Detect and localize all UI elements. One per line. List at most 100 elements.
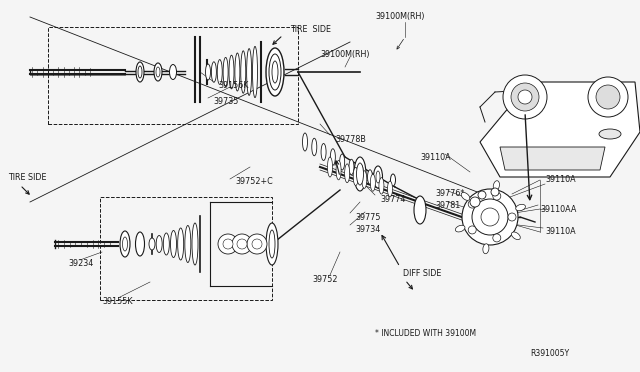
Ellipse shape bbox=[211, 62, 216, 82]
Ellipse shape bbox=[356, 163, 364, 185]
Circle shape bbox=[462, 189, 518, 245]
Ellipse shape bbox=[217, 60, 222, 84]
Circle shape bbox=[237, 239, 247, 249]
Ellipse shape bbox=[154, 63, 162, 81]
Ellipse shape bbox=[358, 164, 364, 180]
Circle shape bbox=[481, 208, 499, 226]
Text: 39110A: 39110A bbox=[545, 176, 575, 185]
Ellipse shape bbox=[205, 64, 211, 80]
Ellipse shape bbox=[149, 238, 155, 250]
Ellipse shape bbox=[272, 61, 278, 83]
Ellipse shape bbox=[376, 171, 380, 183]
Ellipse shape bbox=[266, 223, 278, 265]
Text: * INCLUDED WITH 39100M: * INCLUDED WITH 39100M bbox=[375, 330, 476, 339]
Ellipse shape bbox=[330, 149, 335, 165]
Text: TIRE SIDE: TIRE SIDE bbox=[8, 173, 47, 182]
Text: 39778B: 39778B bbox=[335, 135, 366, 144]
Circle shape bbox=[468, 226, 476, 234]
Ellipse shape bbox=[321, 144, 326, 160]
Ellipse shape bbox=[269, 230, 275, 258]
Text: 39156K: 39156K bbox=[218, 81, 248, 90]
Ellipse shape bbox=[170, 231, 177, 257]
Circle shape bbox=[472, 199, 508, 235]
Text: 39781: 39781 bbox=[435, 201, 460, 209]
Circle shape bbox=[252, 239, 262, 249]
Ellipse shape bbox=[223, 57, 228, 87]
Text: 39110A: 39110A bbox=[545, 228, 575, 237]
Ellipse shape bbox=[461, 192, 470, 201]
Ellipse shape bbox=[345, 164, 349, 183]
Ellipse shape bbox=[185, 225, 191, 263]
Circle shape bbox=[518, 90, 532, 104]
Text: 39100M(RH): 39100M(RH) bbox=[320, 49, 369, 58]
Ellipse shape bbox=[156, 67, 160, 77]
Ellipse shape bbox=[120, 231, 130, 257]
Ellipse shape bbox=[136, 62, 144, 82]
Ellipse shape bbox=[456, 225, 465, 232]
Ellipse shape bbox=[136, 232, 145, 256]
Text: 39100M(RH): 39100M(RH) bbox=[375, 13, 424, 22]
Ellipse shape bbox=[235, 53, 240, 91]
Polygon shape bbox=[480, 82, 640, 177]
Text: R391005Y: R391005Y bbox=[530, 350, 569, 359]
Text: TIRE  SIDE: TIRE SIDE bbox=[290, 26, 331, 35]
Ellipse shape bbox=[253, 46, 257, 97]
Circle shape bbox=[508, 213, 516, 221]
Circle shape bbox=[493, 234, 500, 242]
Circle shape bbox=[247, 234, 267, 254]
Circle shape bbox=[468, 200, 476, 208]
Text: 39110A: 39110A bbox=[420, 153, 451, 161]
Ellipse shape bbox=[511, 232, 520, 240]
Ellipse shape bbox=[170, 64, 177, 80]
Circle shape bbox=[588, 77, 628, 117]
Ellipse shape bbox=[336, 160, 341, 180]
Ellipse shape bbox=[246, 49, 252, 95]
Ellipse shape bbox=[379, 178, 384, 194]
Circle shape bbox=[491, 188, 499, 196]
Ellipse shape bbox=[516, 204, 525, 211]
Text: 39775: 39775 bbox=[355, 212, 381, 221]
Text: 39110AA: 39110AA bbox=[540, 205, 577, 214]
Ellipse shape bbox=[414, 196, 426, 224]
Ellipse shape bbox=[328, 157, 333, 177]
Text: 39752+C: 39752+C bbox=[235, 177, 273, 186]
Ellipse shape bbox=[371, 174, 375, 191]
Circle shape bbox=[503, 75, 547, 119]
Ellipse shape bbox=[303, 133, 307, 151]
Ellipse shape bbox=[387, 181, 392, 197]
Circle shape bbox=[511, 83, 539, 111]
Ellipse shape bbox=[353, 167, 358, 186]
Ellipse shape bbox=[266, 48, 284, 96]
Ellipse shape bbox=[138, 66, 142, 78]
Circle shape bbox=[493, 192, 500, 200]
Text: 39776*: 39776* bbox=[435, 189, 465, 199]
Ellipse shape bbox=[156, 235, 162, 253]
Polygon shape bbox=[500, 147, 605, 170]
Ellipse shape bbox=[178, 228, 184, 260]
Text: 39155K: 39155K bbox=[102, 298, 132, 307]
Ellipse shape bbox=[493, 181, 499, 190]
Ellipse shape bbox=[312, 138, 317, 156]
Ellipse shape bbox=[340, 154, 345, 170]
Ellipse shape bbox=[354, 157, 366, 191]
Text: 39734: 39734 bbox=[355, 224, 380, 234]
Circle shape bbox=[478, 191, 486, 199]
Ellipse shape bbox=[122, 237, 127, 251]
Text: 39735: 39735 bbox=[213, 97, 238, 106]
Text: 39234: 39234 bbox=[68, 260, 93, 269]
Ellipse shape bbox=[229, 55, 234, 89]
Ellipse shape bbox=[390, 174, 396, 186]
Circle shape bbox=[232, 234, 252, 254]
Ellipse shape bbox=[367, 170, 372, 184]
Text: DIFF SIDE: DIFF SIDE bbox=[403, 269, 442, 279]
Text: 39774: 39774 bbox=[380, 195, 405, 203]
Circle shape bbox=[218, 234, 238, 254]
Ellipse shape bbox=[362, 171, 367, 188]
Circle shape bbox=[470, 197, 480, 207]
Circle shape bbox=[596, 85, 620, 109]
Text: 39752: 39752 bbox=[312, 275, 337, 283]
Ellipse shape bbox=[192, 223, 198, 265]
Ellipse shape bbox=[163, 233, 170, 255]
Ellipse shape bbox=[241, 51, 246, 93]
Ellipse shape bbox=[599, 129, 621, 139]
